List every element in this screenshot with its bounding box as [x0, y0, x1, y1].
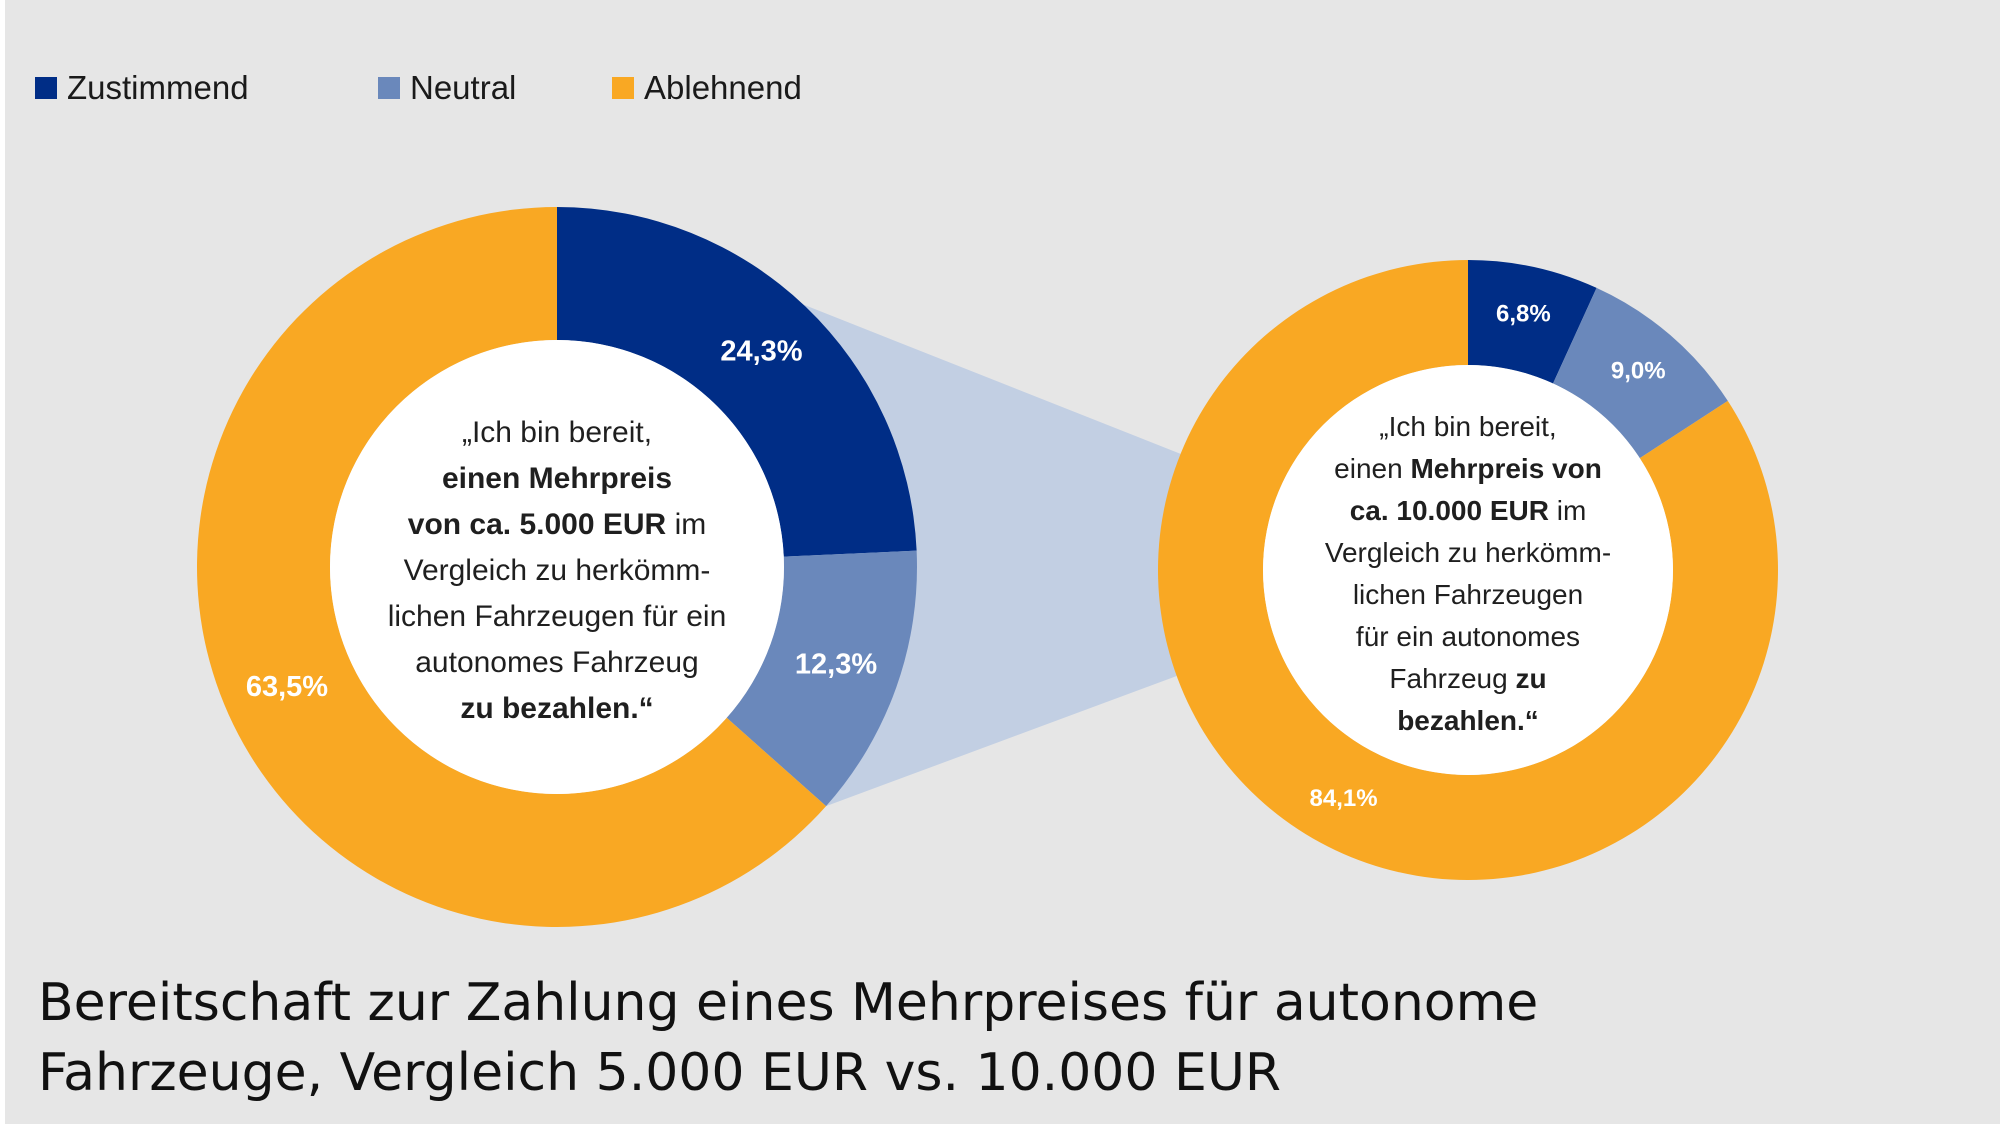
legend-swatch-zustimmend — [35, 77, 57, 99]
donut2-center-bold: bezahlen.“ — [1397, 705, 1539, 736]
donut1-label-neutral: 12,3% — [795, 649, 877, 681]
donut1-center-line: Vergleich zu herkömm- — [403, 554, 711, 587]
donut2-center-text: „Ich bin bereit, einen Mehrpreis von ca.… — [1268, 406, 1668, 742]
donut2-label-ablehnend: 84,1% — [1310, 785, 1378, 812]
legend-swatch-neutral — [378, 77, 400, 99]
donut2-slice-ablehnend — [1157, 260, 1778, 881]
legend-label-neutral: Neutral — [410, 69, 517, 106]
donut1-center-line: lichen Fahrzeugen für ein — [387, 600, 727, 633]
donut1-center-bold: zu bezahlen.“ — [460, 692, 654, 725]
donut2-hole — [1263, 365, 1673, 775]
donut2-center-bold: zu — [1515, 663, 1547, 694]
chart-caption: Bereitschaft zur Zahlung eines Mehrpreis… — [38, 968, 1968, 1108]
donut-10000-eur: 6,8% 9,0% 84,1% — [1157, 260, 1778, 881]
donut1-center-line: im — [666, 508, 707, 541]
donut1-center-line: „Ich bin bereit, — [461, 416, 653, 449]
donut1-center-text: „Ich bin bereit, einen Mehrpreis von ca.… — [327, 410, 787, 732]
legend-item-ablehnend: Ablehnend — [612, 66, 802, 110]
legend-swatch-ablehnend — [612, 77, 634, 99]
donut1-slice-neutral — [726, 550, 918, 807]
legend-label-zustimmend: Zustimmend — [67, 69, 249, 106]
donut2-center-bold: Mehrpreis von — [1410, 453, 1602, 484]
legend-item-neutral: Neutral — [378, 66, 516, 110]
donut2-label-zustimmend: 6,8% — [1496, 300, 1551, 327]
donut1-center-bold: von ca. 5.000 EUR — [407, 508, 667, 541]
donut2-center-line: lichen Fahrzeugen — [1352, 579, 1584, 610]
legend-item-zustimmend: Zustimmend — [35, 66, 249, 110]
donut2-center-line: Fahrzeug — [1389, 663, 1516, 694]
donut1-label-zustimmend: 24,3% — [720, 336, 802, 368]
donut1-slice-zustimmend — [557, 207, 917, 557]
donut2-center-line: Vergleich zu herkömm- — [1324, 537, 1612, 568]
donut1-hole — [330, 340, 784, 794]
donut2-label-neutral: 9,0% — [1611, 358, 1666, 385]
donut1-label-ablehnend: 63,5% — [246, 671, 328, 703]
donut2-center-line: für ein autonomes — [1355, 621, 1581, 652]
caption-line-1: Bereitschaft zur Zahlung eines Mehrpreis… — [38, 973, 1539, 1033]
donut2-slice-zustimmend — [1468, 260, 1597, 384]
legend-label-ablehnend: Ablehnend — [644, 69, 802, 106]
donut2-center-line: im — [1548, 495, 1587, 526]
donut1-center-bold: einen Mehrpreis — [441, 462, 673, 495]
donut2-center-line: einen — [1334, 453, 1411, 484]
donut2-slice-neutral — [1553, 287, 1728, 459]
donut1-center-line: autonomes Fahrzeug — [415, 646, 699, 679]
donut2-center-line: „Ich bin bereit, — [1379, 411, 1557, 442]
donut1-slice-ablehnend — [197, 207, 827, 928]
caption-line-2: Fahrzeuge, Vergleich 5.000 EUR vs. 10.00… — [38, 1043, 1282, 1103]
donut-5000-eur: 24,3% 12,3% 63,5% — [197, 207, 918, 928]
donut2-center-bold: ca. 10.000 EUR — [1349, 495, 1549, 526]
